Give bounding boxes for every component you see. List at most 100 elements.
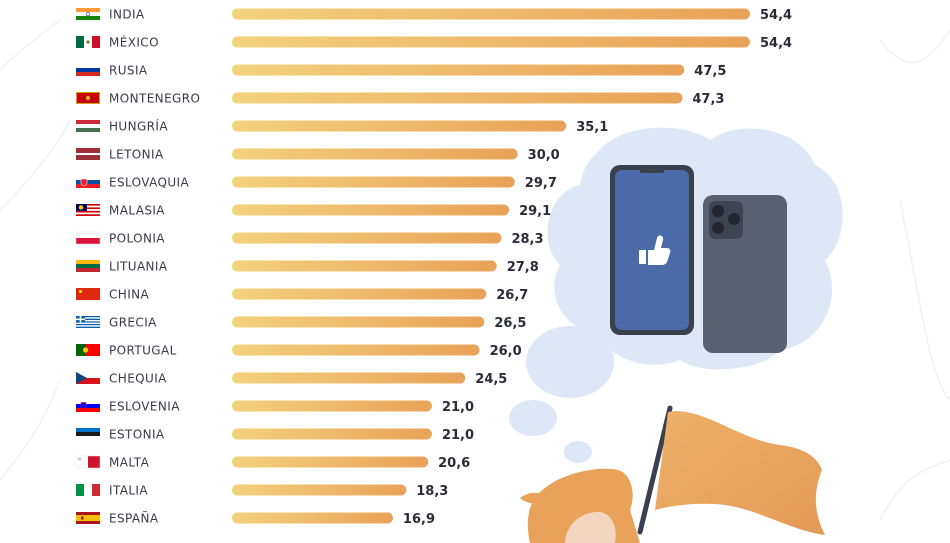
value-label: 18,3 <box>416 484 448 499</box>
india-flag-icon <box>76 8 100 20</box>
country-label: MONTENEGRO <box>109 92 200 106</box>
chart-row: ESPAÑA 16,9 <box>76 511 435 527</box>
montenegro-flag-icon <box>76 92 100 104</box>
country-label: POLONIA <box>109 232 165 246</box>
poland-flag-icon <box>75 231 101 245</box>
value-label: 21,0 <box>442 400 474 415</box>
country-label: GRECIA <box>109 316 157 330</box>
chart-row: MALTA 20,6 <box>75 455 470 471</box>
country-label: LITUANIA <box>109 260 168 274</box>
chart-row: ITALIA 18,3 <box>76 484 448 499</box>
bar <box>232 288 487 300</box>
malaysia-flag-icon <box>76 204 100 216</box>
orange-flag-icon <box>655 411 825 535</box>
chart-row: LITUANIA 27,8 <box>76 260 539 275</box>
value-label: 26,5 <box>494 316 526 331</box>
thought-bubble-small <box>564 441 592 463</box>
value-label: 27,8 <box>507 260 539 275</box>
bar <box>232 232 502 244</box>
czechia-flag-icon <box>76 372 100 384</box>
thumbs-up-icon <box>639 235 671 265</box>
illustration <box>509 127 843 543</box>
value-label: 21,0 <box>442 428 474 443</box>
country-label: ESLOVENIA <box>109 400 180 414</box>
thought-bubble-large <box>526 326 614 398</box>
chart-row: POLONIA 28,3 <box>75 231 544 247</box>
bar <box>232 400 432 412</box>
greece-flag-icon <box>76 316 100 328</box>
mexico-flag-icon <box>76 36 100 48</box>
country-label: ESPAÑA <box>109 511 159 526</box>
chart-row: MALASIA 29,1 <box>76 204 551 219</box>
russia-flag-icon <box>76 64 100 76</box>
chart-row: ESTONIA 21,0 <box>76 428 474 443</box>
country-label: RUSIA <box>109 64 148 78</box>
country-label: PORTUGAL <box>109 344 177 358</box>
slovakia-flag-icon <box>76 176 100 188</box>
latvia-flag-icon <box>76 148 100 160</box>
value-label: 24,5 <box>475 372 507 387</box>
country-label: ITALIA <box>109 484 148 498</box>
value-label: 54,4 <box>760 36 792 51</box>
value-label: 28,3 <box>511 232 543 247</box>
estonia-flag-icon <box>76 428 100 440</box>
hungary-flag-icon <box>76 120 100 132</box>
bar <box>232 92 683 104</box>
bar <box>232 456 429 468</box>
spain-flag-icon <box>76 512 100 524</box>
country-label: HUNGRÍA <box>109 119 168 134</box>
chart-row: CHEQUIA 24,5 <box>76 372 507 387</box>
bar <box>232 372 466 384</box>
phone-front-facebook-icon <box>610 165 694 335</box>
chart-rows: INDIA 54,4 MÉXICO 54,4 RUSIA 47,5 MONTENEGRO 47… <box>75 8 792 527</box>
value-label: 30,0 <box>528 148 560 163</box>
country-label: LETONIA <box>109 148 164 162</box>
country-label: MALTA <box>109 456 150 470</box>
bar <box>232 120 567 132</box>
chart-row: CHINA 26,7 <box>76 288 528 303</box>
country-label: MALASIA <box>109 204 165 218</box>
bar <box>232 64 685 76</box>
country-label: ESLOVAQUIA <box>109 176 189 190</box>
slovenia-flag-icon <box>76 400 100 412</box>
italy-flag-icon <box>76 484 100 496</box>
bar <box>232 204 510 216</box>
value-label: 47,3 <box>692 92 724 107</box>
bar <box>232 344 480 356</box>
country-label: CHEQUIA <box>109 372 167 386</box>
background-decoration <box>0 19 950 521</box>
chart-row: MÉXICO 54,4 <box>76 35 792 51</box>
thought-bubble-medium <box>509 400 557 436</box>
country-label: CHINA <box>109 288 150 302</box>
bar <box>232 428 432 440</box>
country-label: INDIA <box>109 8 145 22</box>
value-label: 35,1 <box>576 120 608 135</box>
chart-row: LETONIA 30,0 <box>76 148 560 163</box>
bar <box>232 176 515 188</box>
country-label: ESTONIA <box>109 428 165 442</box>
chart-row: GRECIA 26,5 <box>76 316 526 331</box>
value-label: 29,1 <box>519 204 551 219</box>
value-label: 47,5 <box>694 64 726 79</box>
value-label: 20,6 <box>438 456 470 471</box>
hand-icon <box>520 468 640 543</box>
bar <box>232 8 750 20</box>
malta-flag-icon <box>75 455 101 469</box>
flag-pole <box>637 405 673 535</box>
bar <box>232 148 518 160</box>
country-label: MÉXICO <box>109 35 159 50</box>
bar <box>232 260 497 272</box>
portugal-flag-icon <box>76 344 100 356</box>
bar <box>232 316 485 328</box>
chart-row: RUSIA 47,5 <box>76 64 726 79</box>
value-label: 26,7 <box>496 288 528 303</box>
chart-row: MONTENEGRO 47,3 <box>76 92 724 107</box>
bar <box>232 512 393 524</box>
lithuania-flag-icon <box>76 260 100 272</box>
bar <box>232 484 407 496</box>
value-label: 29,7 <box>525 176 557 191</box>
bar <box>232 36 750 48</box>
value-label: 16,9 <box>403 512 435 527</box>
china-flag-icon <box>76 288 100 300</box>
